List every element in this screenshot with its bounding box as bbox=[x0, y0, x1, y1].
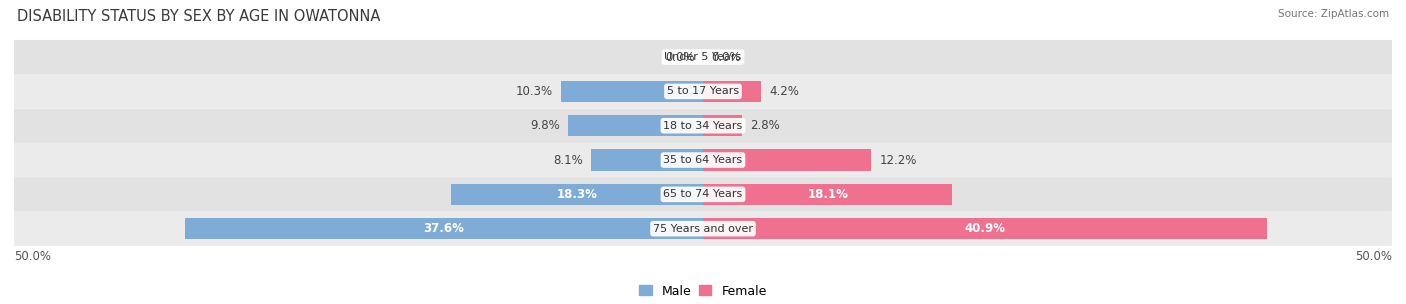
Text: 50.0%: 50.0% bbox=[1355, 250, 1392, 263]
Text: 9.8%: 9.8% bbox=[530, 119, 560, 132]
Bar bbox=[703, 149, 872, 171]
FancyBboxPatch shape bbox=[14, 40, 1392, 74]
Text: 75 Years and over: 75 Years and over bbox=[652, 224, 754, 234]
Bar bbox=[703, 184, 952, 205]
Text: 0.0%: 0.0% bbox=[711, 50, 741, 64]
Text: 10.3%: 10.3% bbox=[516, 85, 553, 98]
Text: 65 to 74 Years: 65 to 74 Years bbox=[664, 189, 742, 199]
Text: 0.0%: 0.0% bbox=[665, 50, 695, 64]
FancyBboxPatch shape bbox=[14, 143, 1392, 177]
FancyBboxPatch shape bbox=[14, 212, 1392, 246]
Text: 35 to 64 Years: 35 to 64 Years bbox=[664, 155, 742, 165]
Text: 4.2%: 4.2% bbox=[769, 85, 799, 98]
Bar bbox=[451, 184, 703, 205]
Text: 8.1%: 8.1% bbox=[554, 154, 583, 167]
Text: 37.6%: 37.6% bbox=[423, 222, 464, 235]
Bar bbox=[592, 149, 703, 171]
Text: 18.1%: 18.1% bbox=[807, 188, 848, 201]
FancyBboxPatch shape bbox=[14, 177, 1392, 212]
Text: 18 to 34 Years: 18 to 34 Years bbox=[664, 121, 742, 131]
Text: 50.0%: 50.0% bbox=[14, 250, 51, 263]
Bar bbox=[561, 81, 703, 102]
Text: Under 5 Years: Under 5 Years bbox=[665, 52, 741, 62]
Bar bbox=[186, 218, 703, 239]
Text: DISABILITY STATUS BY SEX BY AGE IN OWATONNA: DISABILITY STATUS BY SEX BY AGE IN OWATO… bbox=[17, 9, 380, 24]
Text: 12.2%: 12.2% bbox=[879, 154, 917, 167]
Bar bbox=[703, 81, 761, 102]
Text: 18.3%: 18.3% bbox=[557, 188, 598, 201]
Legend: Male, Female: Male, Female bbox=[634, 280, 772, 302]
Text: 2.8%: 2.8% bbox=[749, 119, 779, 132]
FancyBboxPatch shape bbox=[14, 109, 1392, 143]
Bar bbox=[703, 115, 741, 136]
Bar bbox=[568, 115, 703, 136]
Text: Source: ZipAtlas.com: Source: ZipAtlas.com bbox=[1278, 9, 1389, 19]
FancyBboxPatch shape bbox=[14, 74, 1392, 109]
Text: 40.9%: 40.9% bbox=[965, 222, 1005, 235]
Text: 5 to 17 Years: 5 to 17 Years bbox=[666, 86, 740, 96]
Bar bbox=[703, 218, 1267, 239]
